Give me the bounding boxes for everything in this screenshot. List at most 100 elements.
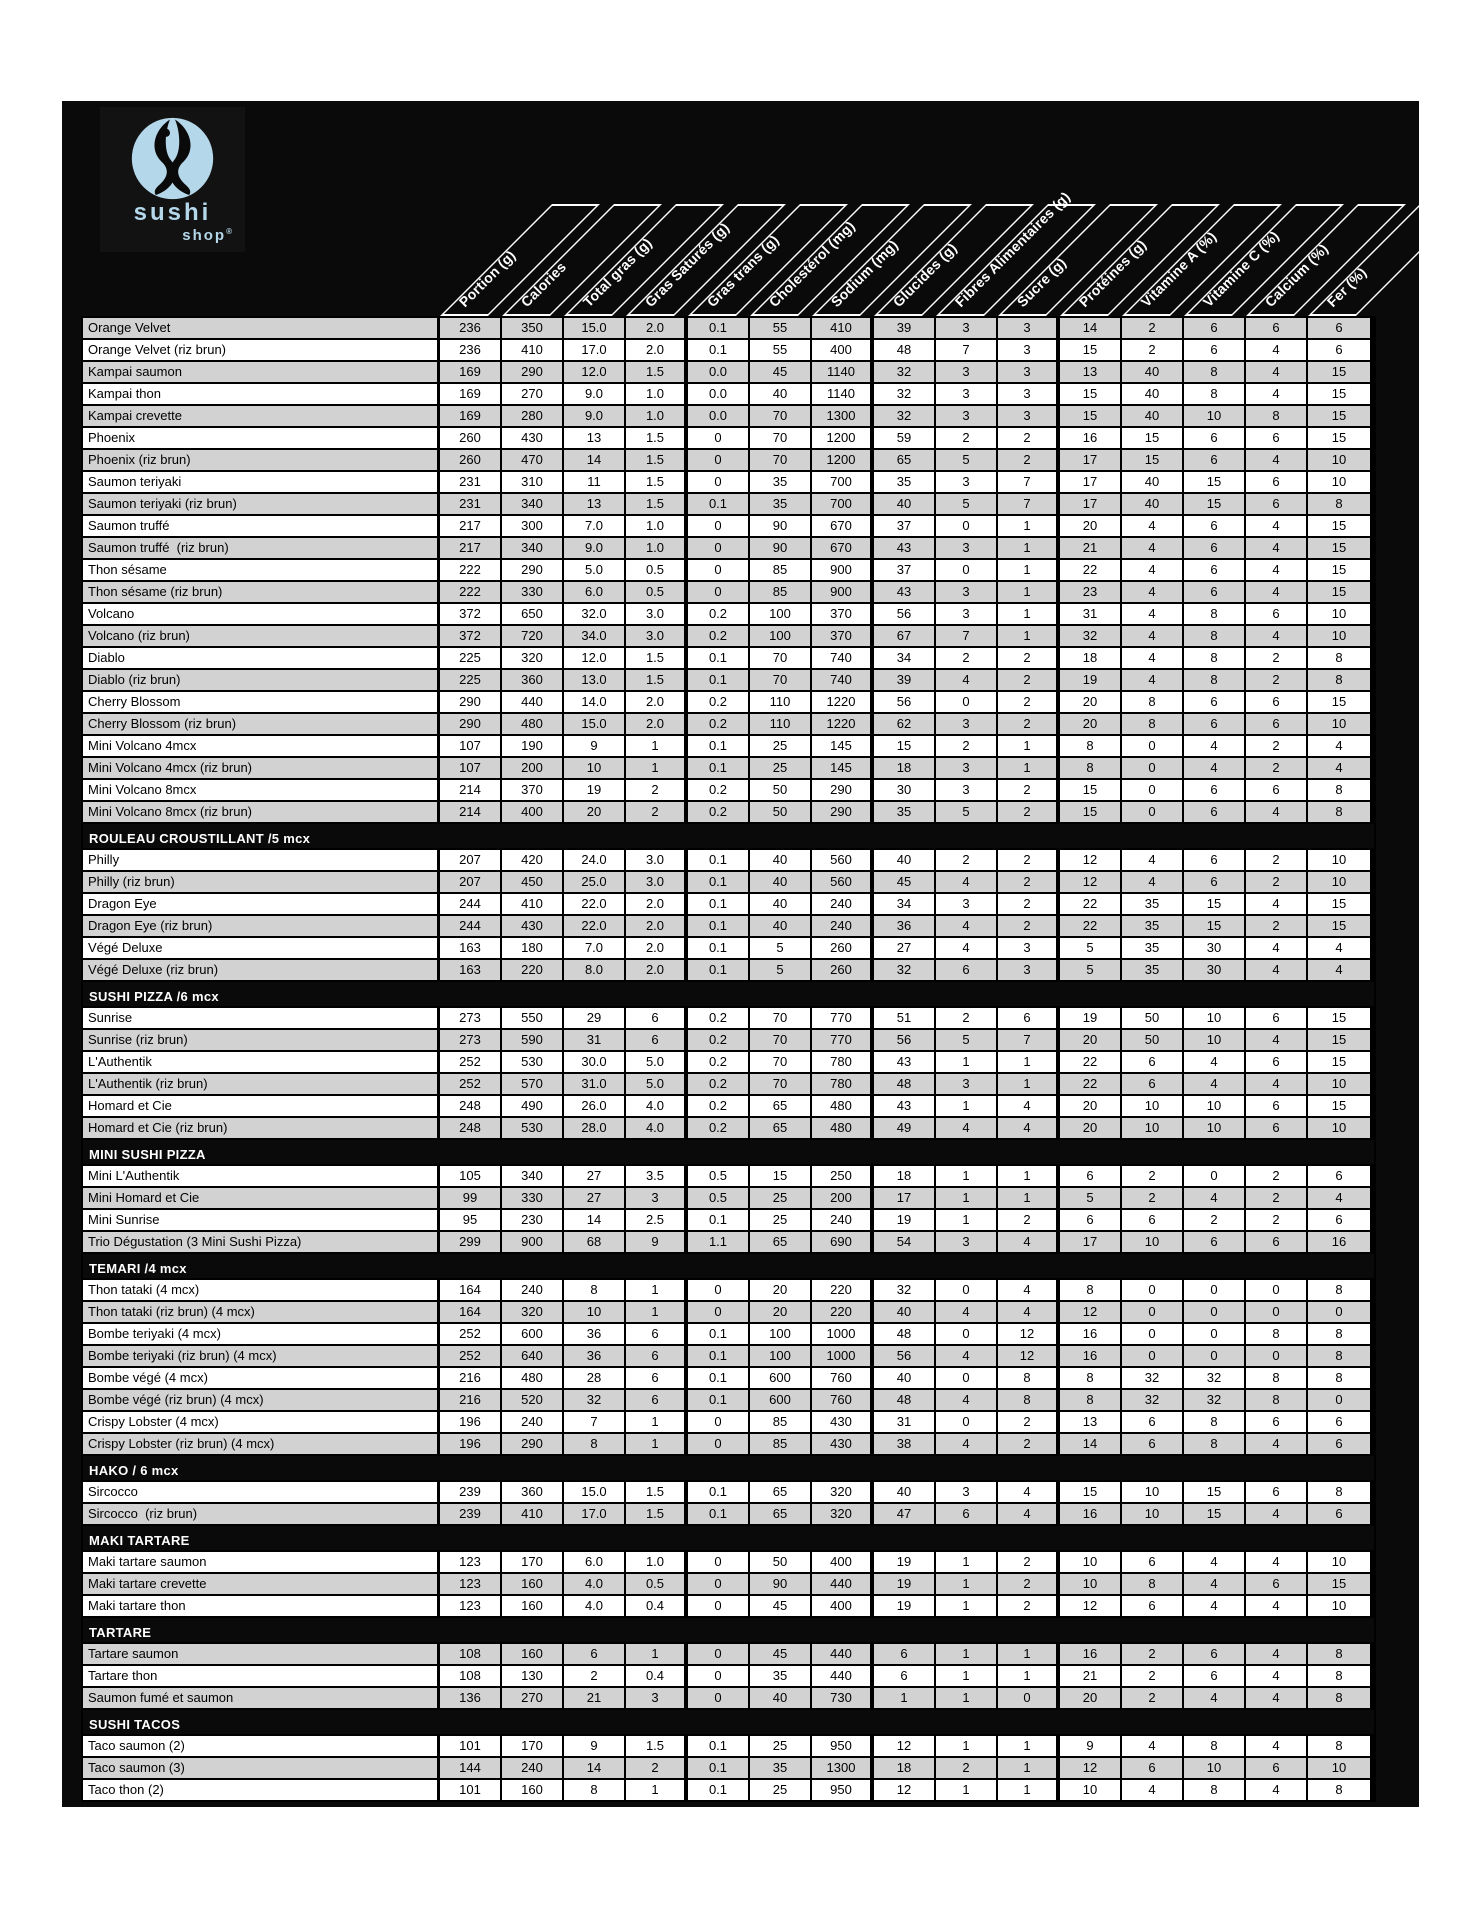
value-cell: 15 [1308, 362, 1370, 382]
value-cell: 0 [1122, 780, 1182, 800]
value-cell: 10 [564, 758, 624, 778]
value-cell: 4 [1246, 560, 1306, 580]
value-cell: 0.5 [626, 560, 684, 580]
value-cell: 1 [998, 538, 1056, 558]
value-cell: 216 [440, 1368, 500, 1388]
value-cell: 1300 [812, 406, 870, 426]
value-cell: 1.0 [626, 406, 684, 426]
value-cell: 5 [1060, 938, 1120, 958]
table-row: Végé Deluxe 163 180 7.0 2.0 0.1 5 260 27 4 3 5 35 30 4… [83, 938, 1374, 958]
value-cell: 900 [812, 582, 870, 602]
value-cell: 10 [1060, 1574, 1120, 1594]
value-cell: 31 [1060, 604, 1120, 624]
value-cell: 480 [502, 714, 562, 734]
value-cell: 2.0 [626, 894, 684, 914]
value-cell: 8 [1308, 1346, 1370, 1366]
value-cell: 1 [998, 626, 1056, 646]
value-cell: 1000 [812, 1346, 870, 1366]
value-cell: 6 [1184, 340, 1244, 360]
value-cell: 3 [998, 384, 1056, 404]
value-cell: 163 [440, 960, 500, 980]
value-cell: 4 [1246, 1030, 1306, 1050]
value-cell: 600 [502, 1324, 562, 1344]
item-name-cell: Saumon fumé et saumon [83, 1688, 437, 1708]
value-cell: 90 [750, 516, 810, 536]
value-cell: 18 [1060, 648, 1120, 668]
value-cell: 340 [502, 538, 562, 558]
value-cell: 6 [564, 1644, 624, 1664]
value-cell: 12 [874, 1780, 934, 1800]
value-cell: 0 [688, 1596, 748, 1616]
item-name-cell: Kampai thon [83, 384, 437, 404]
value-cell: 5 [936, 802, 996, 822]
value-cell: 0 [688, 1552, 748, 1572]
value-cell: 100 [750, 1324, 810, 1344]
value-cell: 15 [1308, 582, 1370, 602]
value-cell: 2 [1246, 916, 1306, 936]
value-cell: 43 [874, 1096, 934, 1116]
value-cell: 4 [1122, 1780, 1182, 1800]
section-header-row: HAKO / 6 mcx [83, 1456, 1374, 1480]
value-cell: 196 [440, 1434, 500, 1454]
value-cell: 65 [750, 1504, 810, 1524]
value-cell: 0 [1122, 1302, 1182, 1322]
value-cell: 12 [998, 1346, 1056, 1366]
value-cell: 1 [626, 1280, 684, 1300]
value-cell: 70 [750, 428, 810, 448]
value-cell: 214 [440, 802, 500, 822]
value-cell: 0.1 [688, 318, 748, 338]
value-cell: 4 [1122, 538, 1182, 558]
value-cell: 0.1 [688, 1368, 748, 1388]
value-cell: 0 [936, 1280, 996, 1300]
value-cell: 9.0 [564, 406, 624, 426]
value-cell: 6 [1122, 1074, 1182, 1094]
value-cell: 6 [1246, 780, 1306, 800]
value-cell: 14.0 [564, 692, 624, 712]
value-cell: 0 [1122, 1280, 1182, 1300]
value-cell: 0.5 [688, 1188, 748, 1208]
value-cell: 24.0 [564, 850, 624, 870]
value-cell: 25 [750, 736, 810, 756]
value-cell: 4 [936, 938, 996, 958]
value-cell: 250 [812, 1166, 870, 1186]
value-cell: 6 [626, 1390, 684, 1410]
value-cell: 9 [626, 1232, 684, 1252]
value-cell: 8 [1060, 1390, 1120, 1410]
value-cell: 8 [1246, 1324, 1306, 1344]
value-cell: 15 [1122, 428, 1182, 448]
value-cell: 0 [1122, 1324, 1182, 1344]
value-cell: 730 [812, 1688, 870, 1708]
item-name-cell: Mini Sunrise [83, 1210, 437, 1230]
value-cell: 36 [874, 916, 934, 936]
value-cell: 19 [874, 1596, 934, 1616]
value-cell: 3.0 [626, 626, 684, 646]
value-cell: 236 [440, 340, 500, 360]
value-cell: 50 [1122, 1030, 1182, 1050]
table-row: Phoenix (riz brun) 260 470 14 1.5 0 70 1200 65 5 2… [83, 450, 1374, 470]
value-cell: 15 [1308, 1008, 1370, 1028]
value-cell: 8 [1184, 1736, 1244, 1756]
value-cell: 0.1 [688, 648, 748, 668]
value-cell: 400 [812, 340, 870, 360]
value-cell: 65 [750, 1096, 810, 1116]
value-cell: 0 [688, 1280, 748, 1300]
value-cell: 34 [874, 894, 934, 914]
value-cell: 470 [502, 450, 562, 470]
value-cell: 8 [564, 1780, 624, 1800]
value-cell: 650 [502, 604, 562, 624]
value-cell: 0 [688, 1666, 748, 1686]
value-cell: 14 [564, 450, 624, 470]
value-cell: 0 [688, 1412, 748, 1432]
value-cell: 2 [998, 450, 1056, 470]
value-cell: 222 [440, 560, 500, 580]
value-cell: 4 [1246, 1552, 1306, 1572]
value-cell: 20 [750, 1302, 810, 1322]
value-cell: 32 [1184, 1390, 1244, 1410]
value-cell: 180 [502, 938, 562, 958]
table-row: Sircocco 239 360 15.0 1.5 0.1 65 320 40 3 4 15 10 15 6… [83, 1482, 1374, 1502]
item-name-cell: Saumon teriyaki [83, 472, 437, 492]
value-cell: 370 [812, 626, 870, 646]
value-cell: 38 [874, 1434, 934, 1454]
value-cell: 1000 [812, 1324, 870, 1344]
value-cell: 2 [1122, 1166, 1182, 1186]
